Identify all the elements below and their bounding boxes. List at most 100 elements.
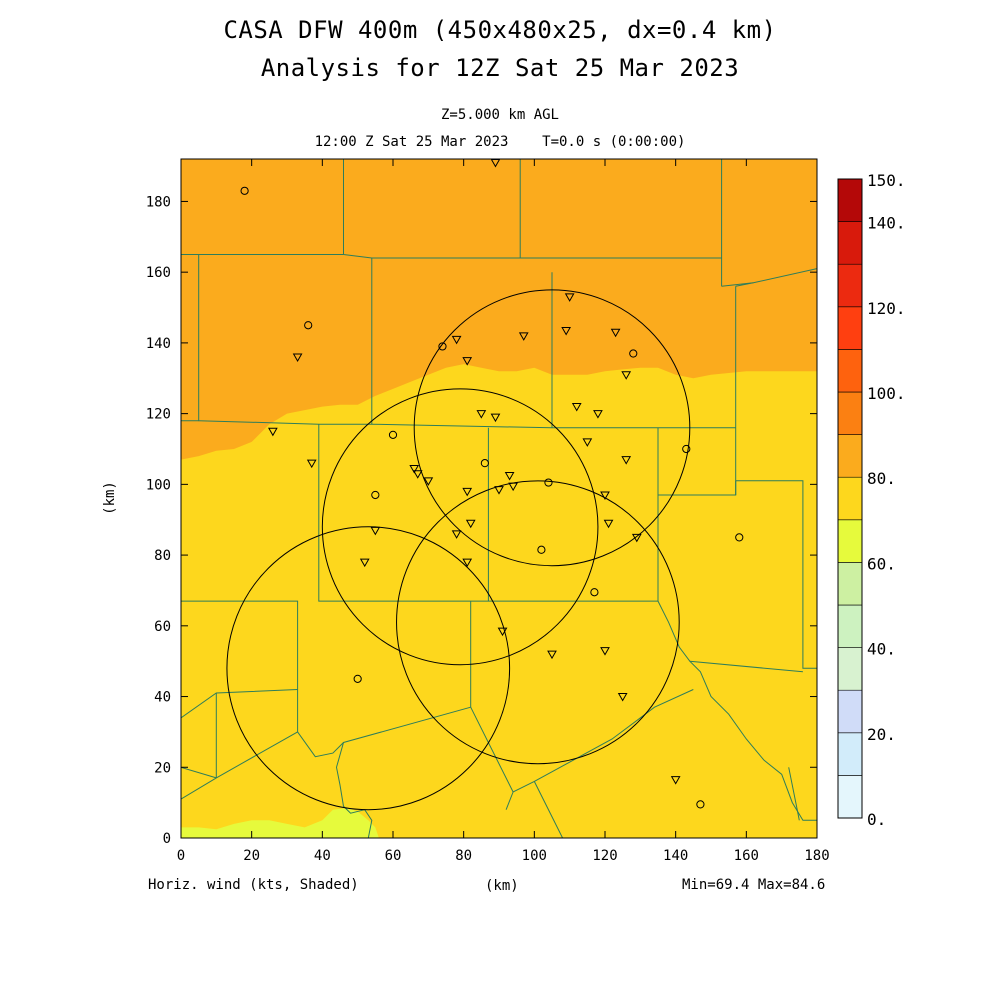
station-triangle-icon [593,410,603,419]
station-triangle-icon [306,459,317,469]
colorbar-bin [837,434,863,478]
station-triangle-icon [359,558,370,568]
y-tick-label: 100 [146,477,171,493]
colorbar: 150. 140. 120. 100. 80. 60. 40. 20. 0. [837,171,906,829]
county-boundary [198,420,736,429]
station-circle-icon [438,342,447,351]
colorbar-label: 100. [867,384,906,403]
colorbar-bin [837,604,863,648]
station-circle-icon [480,459,489,468]
wind-60-70-shading [181,807,379,838]
colorbar-bin [837,221,863,265]
x-tick-label: 40 [314,848,331,864]
colorbar-bin [837,647,863,691]
x-tick-label: 20 [243,848,260,864]
plot-area [181,159,817,838]
station-triangle-icon [268,427,278,437]
colorbar-bin [837,519,863,563]
x-axis-label: (km) [485,878,519,894]
county-boundary [505,791,514,810]
station-triangle-icon [451,530,462,539]
station-circle-icon [304,321,313,330]
station-circle-icon [353,674,362,683]
station-circle-icon [682,444,691,454]
station-triangle-icon [462,357,473,366]
colorbar-bin [837,178,863,222]
x-tick-label: 160 [734,848,759,864]
station-triangle-icon [617,693,628,702]
y-tick-label: 60 [154,619,171,635]
county-boundary [735,282,754,287]
title-line-1: CASA DFW 400m (450x480x25, dx=0.4 km) [223,16,777,44]
x-tick-label: 180 [804,848,829,864]
station-triangle-icon [582,438,593,447]
colorbar-label: 80. [867,469,896,488]
x-tick-label: 80 [455,848,472,864]
station-triangle-icon [292,353,303,363]
y-axis-label: (km) [102,481,118,515]
station-circle-icon [388,430,398,439]
colorbar-bin [837,476,863,521]
station-triangle-icon [476,410,487,419]
radar-range-ring [321,388,599,666]
county-boundary [735,480,817,669]
plot-frame [180,158,818,839]
min-max-label: Min=69.4 Max=84.6 [682,877,826,893]
station-triangle-icon [564,293,575,302]
field-description: Horiz. wind (kts, Shaded) [148,877,359,893]
radar-range-ring [413,289,691,567]
station-circle-icon [629,349,638,358]
station-triangle-icon [621,456,632,465]
station-triangle-icon [504,472,515,481]
station-triangle-icon [412,470,423,479]
station-triangle-icon [547,650,557,660]
station-triangle-icon [603,519,614,529]
station-triangle-icon [462,487,473,497]
station-triangle-icon [571,403,582,412]
county-boundary [788,767,800,821]
county-boundary [533,781,564,838]
county-boundary [181,689,694,800]
station-triangle-icon [610,328,621,338]
radar-range-ring [396,480,680,765]
y-tick-label: 120 [146,407,171,423]
station-circle-icon [544,478,553,487]
colorbar-bin [837,263,863,308]
colorbar-bin [837,562,863,606]
colorbar-label: 0. [867,810,886,829]
colorbar-bin [837,391,863,435]
x-axis: 0 20 40 60 80 100 120 140 160 180 [177,159,830,864]
county-boundary [335,742,373,838]
station-triangle-icon [451,335,462,345]
colorbar-bin [837,349,863,393]
colorbar-bin [837,732,863,776]
station-triangle-icon [370,526,381,536]
y-axis: 0 20 40 60 80 100 120 140 160 180 [146,194,817,847]
time-label: 12:00 Z Sat 25 Mar 2023 T=0.0 s (0:00:00… [314,134,686,150]
county-boundary [181,254,200,422]
colorbar-label: 120. [867,299,906,318]
station-triangle-icon [600,647,610,656]
title-line-2: Analysis for 12Z Sat 25 Mar 2023 [260,54,740,82]
county-boundary [689,660,803,673]
station-triangle-icon [561,327,571,336]
county-boundary [657,427,737,496]
station-triangle-icon [497,627,508,637]
station-circle-icon [537,545,546,554]
county-boundary [181,600,299,732]
x-tick-label: 140 [663,848,688,864]
x-tick-label: 60 [385,848,402,864]
station-triangle-icon [518,332,529,341]
x-tick-label: 120 [592,848,617,864]
station-triangle-icon [600,491,610,500]
x-tick-label: 100 [522,848,547,864]
colorbar-label: 40. [867,640,896,659]
colorbar-frame [837,178,863,819]
y-tick-label: 80 [154,548,171,564]
y-tick-label: 20 [154,760,171,776]
station-circle-icon [240,186,249,195]
station-triangle-icon [465,519,476,529]
station-circle-icon [735,533,744,542]
wind-80-90-shading [181,159,817,460]
